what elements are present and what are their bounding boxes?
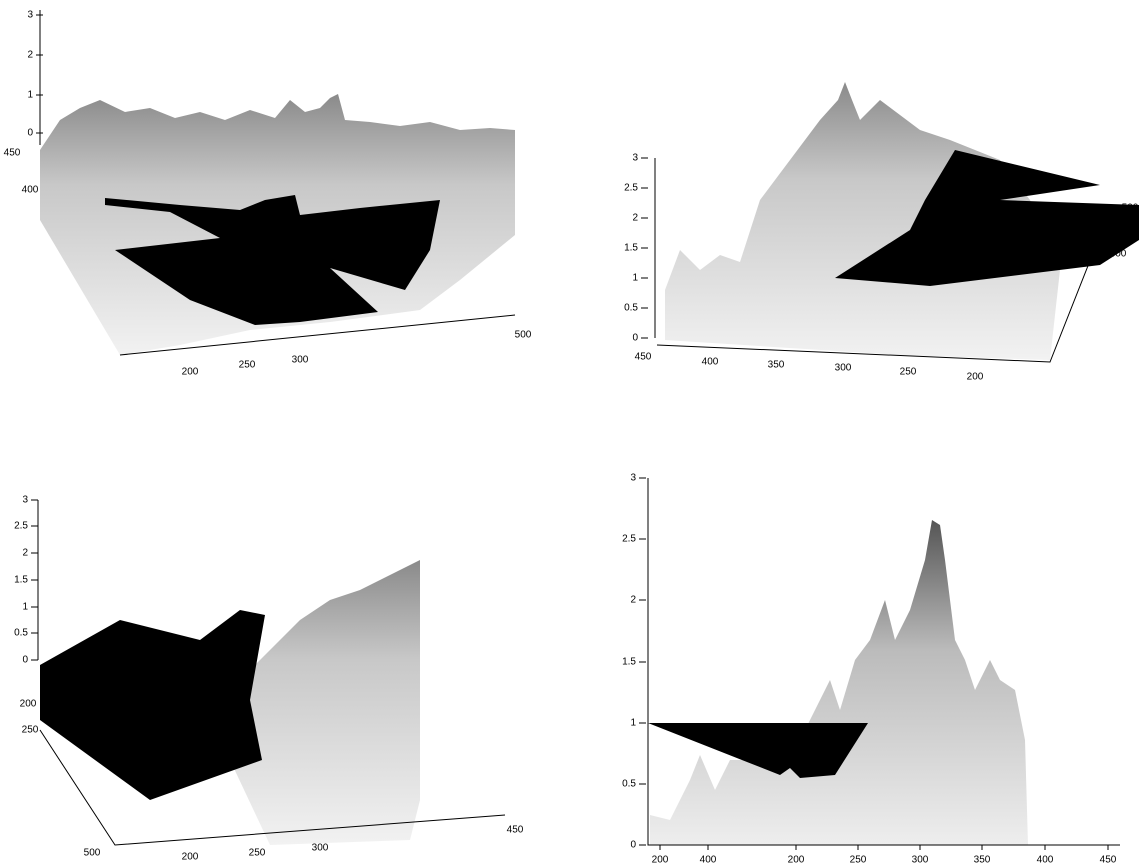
tick-label: 300	[912, 855, 929, 866]
tick-label: 2	[27, 50, 33, 61]
tick-label: 0	[22, 655, 28, 666]
tick-label: 2.5	[624, 183, 638, 194]
tick-label: 500	[84, 848, 101, 859]
tick-label: 250	[239, 360, 256, 371]
surface-panel-4	[647, 478, 1120, 846]
tick-label: 3	[22, 495, 28, 506]
tick-label: 1	[27, 90, 33, 101]
tick-label: 250	[900, 367, 917, 378]
surface-panel-2	[654, 82, 1139, 363]
tick-label: 400	[1037, 855, 1054, 866]
tick-label: 200	[652, 855, 669, 866]
tick-label: 400	[702, 357, 719, 368]
tick-label: 1	[630, 718, 636, 729]
tick-label: 0	[27, 128, 33, 139]
tick-label: 250	[22, 725, 39, 736]
tick-label: 300	[292, 355, 309, 366]
tick-label: 2.5	[622, 534, 636, 545]
tick-label: 0.5	[622, 779, 636, 790]
tick-label: 0	[632, 333, 638, 344]
tick-label: 1.5	[14, 575, 28, 586]
tick-label: 0.5	[14, 628, 28, 639]
tick-label: 1	[22, 602, 28, 613]
tick-label: 200	[20, 699, 37, 710]
tick-label: 500	[1122, 203, 1139, 214]
tick-label: 3	[27, 10, 33, 21]
tick-label: 350	[974, 855, 991, 866]
tick-label: 200	[967, 372, 984, 383]
tick-label: 400	[700, 855, 717, 866]
tick-label: 500	[515, 330, 532, 341]
tick-label: 200	[182, 852, 199, 863]
tick-label: 0	[630, 840, 636, 851]
tick-label: 250	[249, 848, 266, 859]
tick-label: 450	[1100, 855, 1117, 866]
tick-label: 1	[632, 273, 638, 284]
tick-label: 300	[312, 843, 329, 854]
tick-label: 250	[850, 855, 867, 866]
surface-panel-3	[37, 500, 506, 846]
tick-label: 1.5	[622, 657, 636, 668]
tick-label: 350	[768, 360, 785, 371]
tick-label: 400	[1110, 249, 1127, 260]
tick-label: 2	[630, 595, 636, 606]
tick-label: 450	[4, 148, 21, 159]
tick-label: 450	[635, 352, 652, 363]
tick-label: 200	[182, 367, 199, 378]
tick-label: 2	[632, 213, 638, 224]
tick-label: 400	[22, 185, 39, 196]
tick-label: 2.5	[14, 521, 28, 532]
tick-label: 2	[22, 548, 28, 559]
tick-label: 0.5	[624, 303, 638, 314]
tick-label: 450	[507, 825, 524, 836]
tick-label: 1.5	[624, 243, 638, 254]
surface-panel-1	[39, 10, 516, 356]
tick-label: 450	[1114, 227, 1131, 238]
tick-label: 3	[630, 473, 636, 484]
tick-label: 3	[632, 153, 638, 164]
tick-label: 300	[835, 363, 852, 374]
tick-label: 200	[788, 855, 805, 866]
